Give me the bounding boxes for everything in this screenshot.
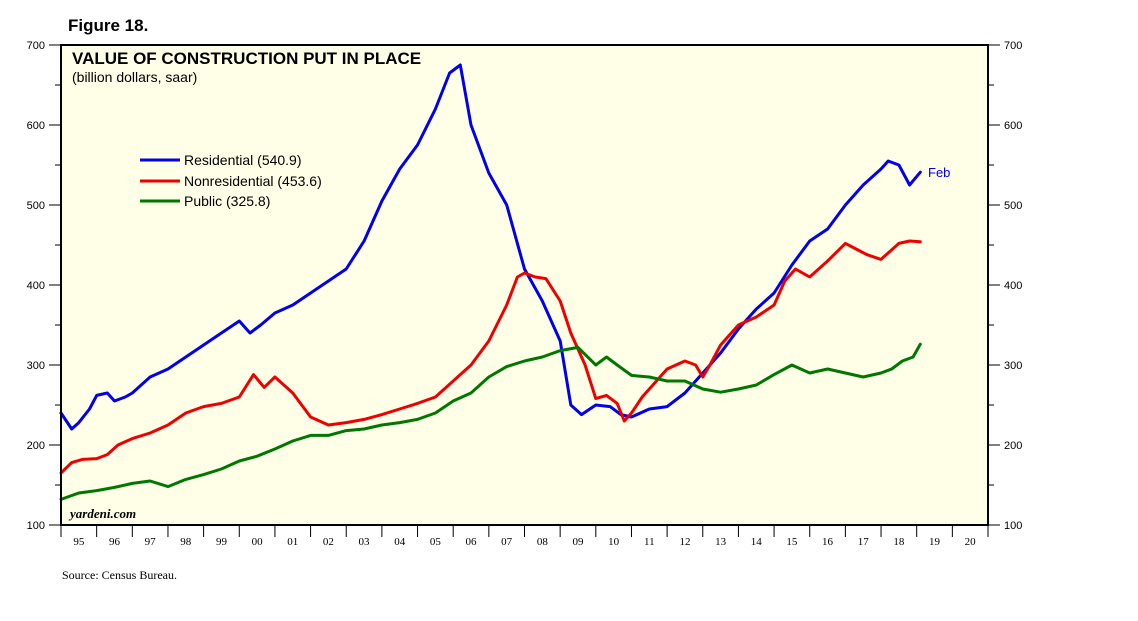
x-tick-label: 16 [822, 536, 834, 548]
y-tick-label-left: 600 [27, 120, 45, 132]
x-tick-label: 98 [180, 536, 192, 548]
x-tick-label: 17 [858, 536, 870, 548]
series-layer [59, 63, 922, 501]
x-tick-label: 09 [572, 536, 584, 548]
x-tick-label: 15 [786, 536, 798, 548]
x-tick-label: 03 [359, 536, 371, 548]
legend-item-nonresidential: Nonresidential (453.6) [140, 173, 322, 189]
y-tick-label-left: 100 [27, 520, 45, 532]
y-tick-label-left: 700 [27, 40, 45, 52]
plot-frame [60, 44, 989, 526]
y-tick-label-left: 300 [27, 360, 45, 372]
plot-area [61, 45, 988, 525]
y-tick-label-right: 600 [1004, 120, 1022, 132]
series-line-public [59, 342, 922, 501]
latest-date-label: Feb [928, 165, 950, 180]
figure-label: Figure 18. [68, 16, 148, 35]
series-line-residential [59, 63, 922, 431]
y-tick-label-right: 300 [1004, 360, 1022, 372]
x-tick-label: 20 [965, 536, 977, 548]
x-tick-label: 06 [466, 536, 478, 548]
x-tick-label: 01 [287, 536, 298, 548]
x-tick-label: 07 [501, 536, 513, 548]
y-tick-label-left: 500 [27, 200, 45, 212]
x-tick-label: 08 [537, 536, 549, 548]
y-tick-label-right: 200 [1004, 440, 1022, 452]
x-tick-label: 10 [608, 536, 620, 548]
source-note: Source: Census Bureau. [62, 568, 177, 582]
y-tick-label-right: 500 [1004, 200, 1022, 212]
y-tick-label-right: 100 [1004, 520, 1022, 532]
y-tick-label-right: 400 [1004, 280, 1022, 292]
x-tick-label: 14 [751, 536, 763, 548]
chart-subtitle: (billion dollars, saar) [72, 69, 197, 85]
y-axis-right: 100 200 300 400 500 600 700 [988, 40, 1022, 532]
x-tick-label: 96 [109, 536, 121, 548]
legend-item-public: Public (325.8) [140, 193, 270, 209]
y-tick-label-right: 700 [1004, 40, 1022, 52]
x-tick-label: 05 [430, 536, 442, 548]
x-tick-label: 19 [929, 536, 941, 548]
x-tick-label: 12 [679, 536, 690, 548]
x-tick-label: 00 [252, 536, 264, 548]
x-tick-label: 99 [216, 536, 228, 548]
x-tick-label: 95 [73, 536, 85, 548]
x-tick-label: 11 [644, 536, 655, 548]
x-tick-label: 02 [323, 536, 334, 548]
y-axis-left: 100 200 300 400 500 600 700 [27, 40, 61, 532]
legend-label-nonresidential: Nonresidential (453.6) [184, 173, 322, 189]
series-line-nonresidential [59, 239, 922, 475]
x-axis: 95 96 97 98 99 00 01 02 03 04 05 06 07 08 09 10 11 12 13 14… [60, 525, 989, 548]
legend-item-residential: Residential (540.9) [140, 152, 302, 168]
brand-watermark: yardeni.com [68, 506, 136, 521]
x-tick-label: 97 [145, 536, 157, 548]
x-tick-label: 13 [715, 536, 727, 548]
x-tick-label: 18 [893, 536, 905, 548]
y-tick-label-left: 200 [27, 440, 45, 452]
x-tick-label: 04 [394, 536, 406, 548]
y-tick-label-left: 400 [27, 280, 45, 292]
chart-title: VALUE OF CONSTRUCTION PUT IN PLACE [72, 49, 421, 68]
legend-label-residential: Residential (540.9) [184, 152, 302, 168]
legend-label-public: Public (325.8) [184, 193, 270, 209]
legend: Residential (540.9) Nonresidential (453.… [140, 152, 322, 209]
